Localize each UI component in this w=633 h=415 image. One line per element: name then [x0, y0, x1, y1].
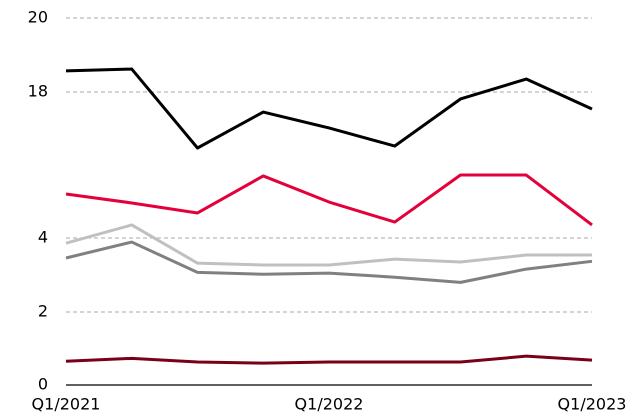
y-tick-label: 4 [38, 228, 48, 247]
series-line [65, 223, 592, 267]
y-tick-label: 20 [28, 8, 48, 27]
x-tick-label: Q1/2021 [32, 395, 101, 414]
series-line [65, 354, 593, 365]
x-tick-label: Q1/2023 [558, 395, 627, 414]
series-line [65, 67, 593, 150]
x-tick-label: Q1/2022 [295, 395, 364, 414]
y-tick-label: 2 [38, 302, 48, 321]
series-line [65, 240, 593, 284]
y-tick-label: 0 [38, 375, 48, 394]
series-line [65, 173, 593, 227]
y-tick-label: 18 [28, 82, 48, 101]
